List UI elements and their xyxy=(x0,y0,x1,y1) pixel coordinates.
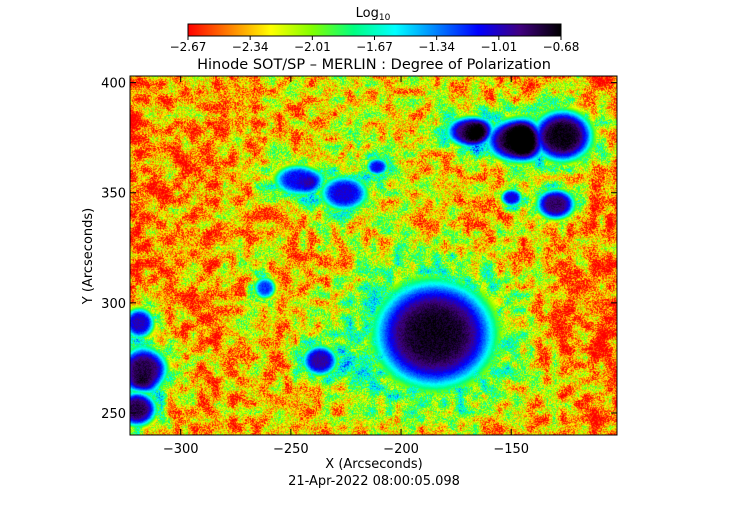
y-tick-label: 400 xyxy=(101,77,126,92)
x-tick-label: −150 xyxy=(493,442,529,457)
colorbar-tick-label: −1.34 xyxy=(418,40,455,54)
timestamp: 21-Apr-2022 08:00:05.098 xyxy=(288,474,460,489)
colorbar-tick-label: −1.67 xyxy=(356,40,393,54)
colorbar-label: Log10 xyxy=(356,6,391,23)
y-tick-label: 250 xyxy=(101,407,126,422)
x-tick-label: −200 xyxy=(383,442,419,457)
x-axis-label: X (Arcseconds) xyxy=(325,457,422,472)
colorbar-tick-label: −2.01 xyxy=(294,40,331,54)
y-tick-label: 350 xyxy=(101,187,126,202)
colorbar xyxy=(187,23,562,37)
polarization-heatmap xyxy=(130,76,617,435)
x-tick-label: −300 xyxy=(163,442,199,457)
colorbar-ticks: −2.67 −2.34 −2.01 −1.67 −1.34 −1.01 −0.68 xyxy=(170,36,580,54)
colorbar-tick-label: −0.68 xyxy=(543,40,580,54)
y-axis: 250 300 350 400 xyxy=(101,77,617,422)
chart-title: Hinode SOT/SP – MERLIN : Degree of Polar… xyxy=(197,57,551,73)
colorbar-tick-label: −2.67 xyxy=(170,40,207,54)
colorbar-tick-label: −1.01 xyxy=(480,40,517,54)
plot-frame xyxy=(129,75,618,436)
x-tick-label: −250 xyxy=(273,442,309,457)
y-tick-label: 300 xyxy=(101,297,126,312)
x-axis: −300 −250 −200 −150 xyxy=(163,76,529,457)
colorbar-tick-label: −2.34 xyxy=(232,40,269,54)
y-axis-label: Y (Arcseconds) xyxy=(81,208,96,305)
